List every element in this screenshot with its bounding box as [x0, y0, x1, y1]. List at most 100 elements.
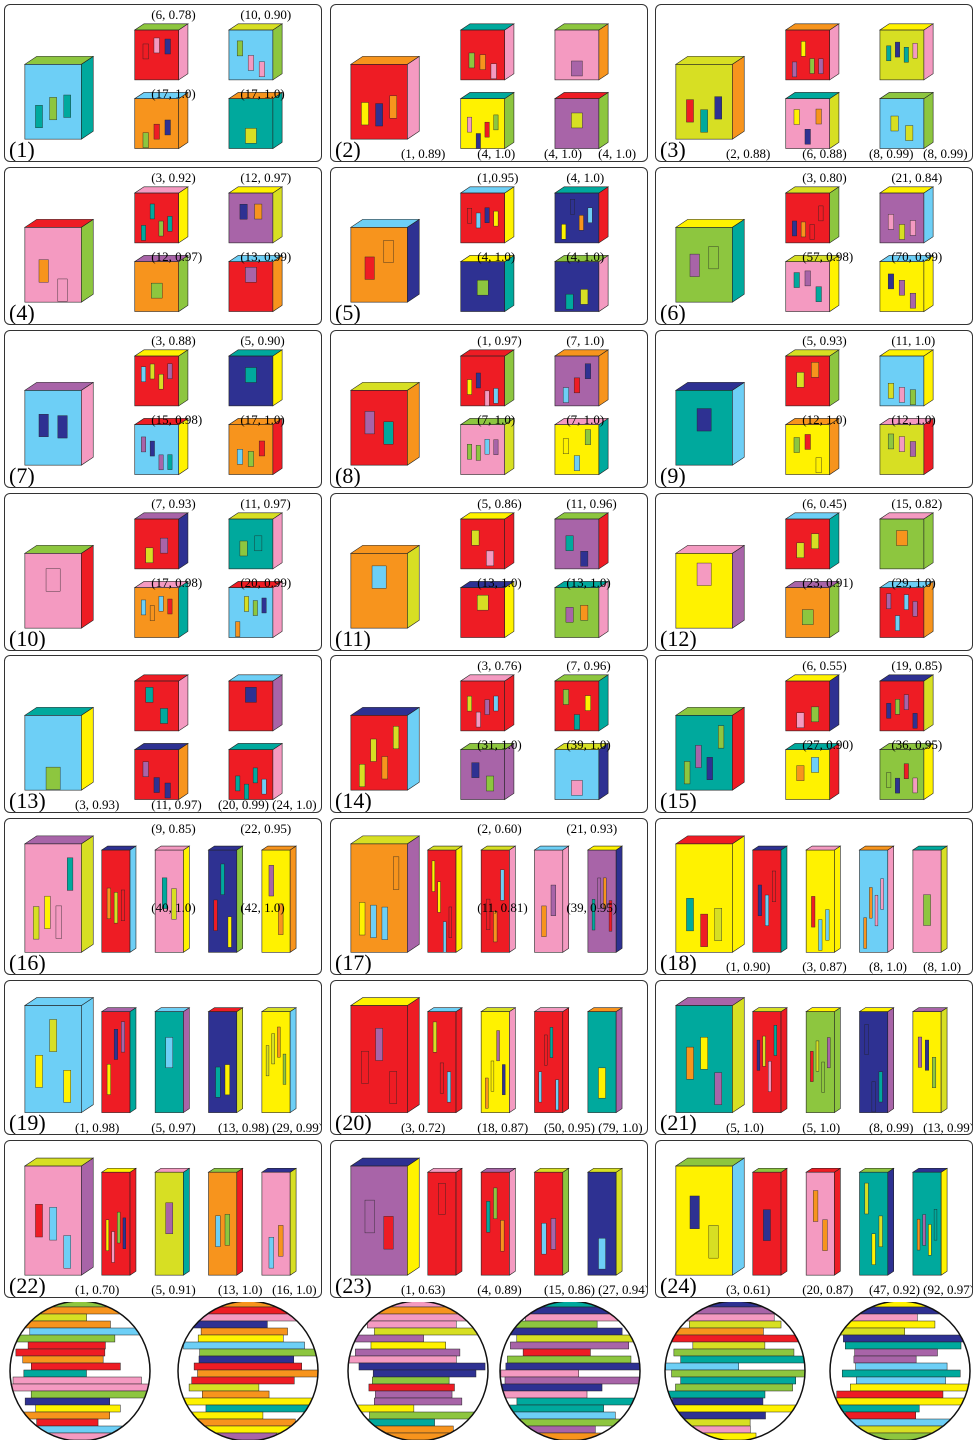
panel-illustration — [23, 349, 284, 476]
panel-number: (12) — [660, 626, 697, 651]
result-label: (24, 1.0) — [272, 797, 317, 813]
result-label: (13, 1.0) — [566, 575, 611, 591]
result-label: (17, 1.0) — [240, 412, 285, 428]
result-label: (3, 0.87) — [802, 959, 847, 975]
panel-illustration — [23, 997, 298, 1114]
result-label: (4, 1.0) — [598, 146, 637, 162]
result-label: (16, 1.0) — [272, 1282, 317, 1298]
panel-illustration — [23, 835, 298, 953]
panel-number: (8) — [335, 463, 361, 488]
panel-number: (19) — [9, 1110, 46, 1135]
result-label: (70, 0.99) — [891, 249, 943, 265]
result-label: (92, 0.97) — [923, 1282, 973, 1298]
result-label: (12, 0.97) — [151, 249, 203, 265]
result-label: (42, 1.0) — [240, 899, 285, 915]
result-label: (4, 0.89) — [477, 1282, 522, 1298]
result-label: (6, 0.45) — [802, 496, 847, 512]
result-label: (7, 0.96) — [566, 658, 611, 674]
result-label: (8, 0.99) — [869, 1119, 914, 1135]
result-label: (4, 1.0) — [477, 249, 516, 265]
result-label: (7, 1.0) — [566, 333, 605, 349]
zoom-detail-row — [0, 1300, 976, 1442]
result-label: (1, 0.90) — [725, 959, 771, 975]
result-label: (5, 0.86) — [477, 496, 522, 512]
figure-panel: (18) (1, 0.90) (3, 0.87) (8, 1.0) (8, 1.0) — [655, 818, 973, 975]
panel-illustration — [674, 674, 935, 801]
result-label: (47, 0.92) — [869, 1282, 920, 1298]
result-label: (27, 0.90) — [802, 737, 854, 753]
figure-panel: (9) (5, 0.93) (11, 1.0) (12, 1.0) (12, 1.0) — [655, 330, 973, 488]
result-label: (8, 0.99) — [869, 146, 914, 162]
panel-illustration — [674, 349, 935, 476]
panel-number: (13) — [9, 788, 46, 813]
panel-illustration — [23, 1157, 298, 1276]
panel-number: (3) — [660, 137, 686, 162]
result-label: (6, 0.88) — [802, 146, 847, 162]
panel-illustration — [23, 186, 284, 313]
panel-number: (14) — [335, 788, 372, 813]
zoom-circle — [500, 1301, 640, 1441]
panel-illustration — [349, 23, 610, 150]
result-label: (79, 1.0) — [598, 1119, 643, 1135]
result-label: (6, 0.78) — [151, 7, 196, 23]
result-label: (19, 0.85) — [891, 658, 943, 674]
panel-number: (2) — [335, 137, 361, 162]
result-label: (18, 0.87) — [477, 1119, 529, 1135]
figure-panel: (21) (5, 1.0) (5, 1.0) (8, 0.99) (13, 0.99) — [655, 980, 973, 1135]
figure-panel: (16) (9, 0.85) (22, 0.95) (40, 1.0) (42, 1.0… — [4, 818, 322, 975]
result-label: (17, 0.98) — [151, 575, 203, 591]
panel-illustration — [349, 1157, 624, 1276]
result-label: (12, 0.97) — [240, 170, 292, 186]
result-label: (8, 1.0) — [869, 959, 907, 975]
figure-panel: (15) (6, 0.55) (19, 0.85) (27, 0.90) (36, 0.… — [655, 655, 973, 813]
panel-illustration — [23, 23, 284, 150]
result-label: (3, 0.61) — [725, 1282, 771, 1298]
panel-number: (4) — [9, 300, 35, 325]
result-label: (7, 0.93) — [151, 496, 196, 512]
result-label: (13, 0.98) — [218, 1119, 269, 1135]
panel-illustration — [674, 512, 935, 639]
zoom-circles — [9, 1300, 971, 1442]
panel-number: (7) — [9, 463, 35, 488]
result-label: (5, 1.0) — [802, 1119, 841, 1135]
panel-illustration — [674, 23, 935, 150]
result-label: (4, 1.0) — [566, 170, 605, 186]
zoom-circle — [179, 1301, 318, 1441]
panel-illustration — [674, 997, 949, 1114]
result-label: (31, 1.0) — [477, 737, 522, 753]
result-label: (8, 1.0) — [923, 959, 962, 975]
result-label: (1, 0.98) — [74, 1119, 120, 1135]
result-label: (4, 1.0) — [544, 146, 582, 162]
panel-illustration — [674, 835, 949, 953]
panel-illustration — [674, 1157, 949, 1276]
zoom-circle — [830, 1301, 970, 1441]
figure-panel: (8) (1, 0.97) (7, 1.0) (7, 1.0) (7, 1.0) — [330, 330, 648, 488]
result-label: (1, 0.89) — [400, 146, 446, 162]
result-label: (50, 0.95) — [544, 1119, 595, 1135]
result-label: (39, 1.0) — [566, 737, 611, 753]
result-label: (15, 0.82) — [891, 496, 943, 512]
result-label: (4, 1.0) — [566, 249, 605, 265]
panel-illustration — [23, 512, 284, 639]
result-label: (1, 0.63) — [400, 1282, 446, 1298]
figure-panel: (12) (6, 0.45) (15, 0.82) (23, 0.91) (29, 1.… — [655, 493, 973, 651]
result-label: (29, 0.99) — [272, 1119, 322, 1135]
result-label: (2, 0.88) — [725, 146, 771, 162]
result-label: (29, 1.0) — [891, 575, 936, 591]
figure-panel: (10) (7, 0.93) (11, 0.97) (17, 0.98) (20, 0.… — [4, 493, 322, 651]
figure-panel: (11) (5, 0.86) (11, 0.96) (13, 1.0) (13, 1.0… — [330, 493, 648, 651]
panel-number: (22) — [9, 1273, 46, 1298]
figure-panel: (6) (3, 0.80) (21, 0.84) (57, 0.98) (70, 0.9… — [655, 167, 973, 325]
result-label: (20, 0.99) — [218, 797, 269, 813]
result-label: (5, 1.0) — [725, 1119, 764, 1135]
result-label: (3, 0.92) — [151, 170, 196, 186]
figure-panel: (13) (3, 0.93) (11, 0.97) (20, 0.99) (24, 1.… — [4, 655, 322, 813]
result-label: (13, 1.0) — [477, 575, 522, 591]
result-label: (15, 0.98) — [151, 412, 203, 428]
panel-number: (9) — [660, 463, 686, 488]
figure-panel: (5) (1,0.95) (4, 1.0) (4, 1.0) (4, 1.0) — [330, 167, 648, 325]
result-label: (11, 0.96) — [566, 496, 617, 512]
figure-panel: (3) (2, 0.88) (6, 0.88) (8, 0.99) (8, 0.99) — [655, 4, 973, 162]
result-label: (8, 0.99) — [923, 146, 968, 162]
